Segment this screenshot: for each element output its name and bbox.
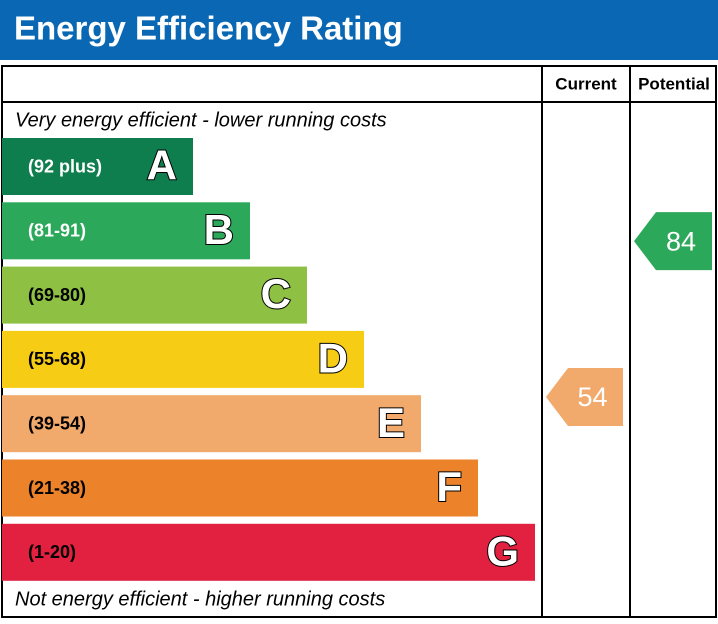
band-bar: [2, 266, 307, 324]
potential-header: Potential: [638, 74, 710, 93]
current-value: 54: [577, 382, 607, 412]
band-bar: [2, 459, 478, 517]
potential-value: 84: [666, 226, 696, 256]
band-range: (21-38): [28, 478, 86, 498]
top-note: Very energy efficient - lower running co…: [15, 109, 387, 131]
band-letter: G: [486, 527, 519, 574]
band-bar: [2, 202, 250, 260]
band-letter: D: [318, 334, 348, 381]
band-range: (1-20): [28, 542, 76, 562]
band-bar: [2, 138, 193, 195]
current-header: Current: [555, 74, 617, 93]
band-range: (92 plus): [28, 156, 102, 176]
band-letter: C: [261, 270, 291, 317]
current-arrow: [546, 367, 623, 426]
band-letter: B: [204, 206, 234, 253]
band-range: (55-68): [28, 349, 86, 369]
band-letter: E: [377, 399, 405, 446]
title-bar: [0, 0, 718, 60]
band-bar: [2, 523, 535, 581]
potential-arrow: [634, 212, 712, 271]
band-bar: [2, 395, 421, 453]
band-bar: [2, 330, 364, 388]
title: Energy Efficiency Rating: [14, 10, 403, 47]
band-range: (39-54): [28, 413, 86, 433]
band-letter: A: [147, 142, 177, 189]
bottom-note: Not energy efficient - higher running co…: [15, 588, 385, 610]
band-range: (69-80): [28, 285, 86, 305]
band-range: (81-91): [28, 221, 86, 241]
band-letter: F: [436, 463, 462, 510]
